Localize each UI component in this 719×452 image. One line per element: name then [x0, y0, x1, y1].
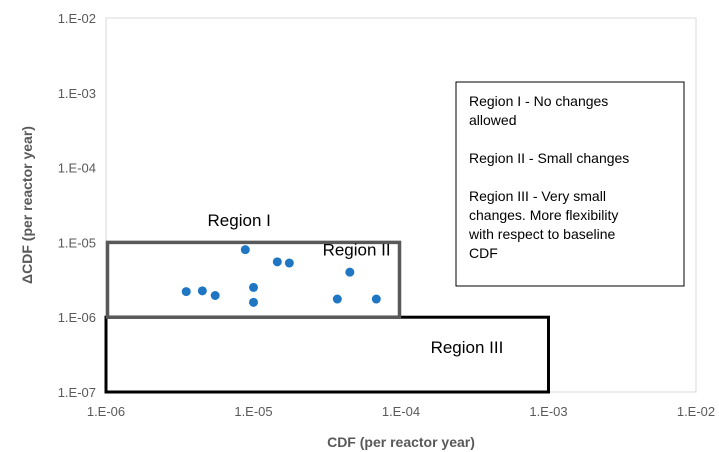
y-tick-label: 1.E-05 [58, 235, 96, 250]
legend-line: CDF [469, 245, 498, 261]
region-label-region-ii: Region II [323, 241, 391, 260]
legend-box: Region I - No changes allowed Region II - … [455, 81, 685, 287]
y-tick-label: 1.E-04 [58, 161, 96, 176]
data-point [284, 258, 294, 268]
data-point [371, 294, 381, 304]
region-labels: Region I Region II Region III [208, 211, 504, 357]
data-point [181, 287, 191, 297]
legend-line: Region II - Small changes [469, 150, 629, 166]
y-tick-label: 1.E-02 [58, 11, 96, 26]
data-points [181, 245, 381, 307]
y-axis-ticks: 1.E-07 1.E-06 1.E-05 1.E-04 1.E-03 1.E-02 [58, 11, 96, 400]
legend-line: changes. More flexibility [469, 207, 618, 223]
data-point [345, 267, 355, 277]
x-tick-label: 1.E-03 [529, 404, 567, 419]
x-axis-title: CDF (per reactor year) [327, 434, 475, 450]
data-point [249, 297, 258, 307]
legend-line: with respect to baseline [468, 226, 616, 242]
data-point [210, 291, 220, 301]
region-label-region-i: Region I [208, 211, 271, 230]
data-point [197, 286, 207, 296]
region-box-region-ii [105, 240, 402, 319]
x-axis-ticks: 1.E-06 1.E-05 1.E-04 1.E-03 1.E-02 [87, 404, 715, 419]
x-tick-label: 1.E-02 [677, 404, 715, 419]
x-tick-label: 1.E-05 [234, 404, 272, 419]
y-axis-title: ΔCDF (per reactor year) [19, 126, 35, 284]
legend-line: Region III - Very small [469, 188, 606, 204]
y-tick-label: 1.E-07 [58, 385, 96, 400]
x-tick-label: 1.E-04 [382, 404, 420, 419]
legend-line: Region I - No changes [469, 93, 608, 109]
data-point [272, 257, 282, 267]
x-tick-label: 1.E-06 [87, 404, 125, 419]
data-point [240, 245, 250, 255]
region-label-region-iii: Region III [431, 338, 504, 357]
data-point [332, 294, 342, 304]
regions-layer [104, 240, 550, 394]
legend-line: allowed [469, 112, 516, 128]
y-tick-label: 1.E-03 [58, 86, 96, 101]
y-tick-label: 1.E-06 [58, 310, 96, 325]
data-point [249, 282, 258, 292]
